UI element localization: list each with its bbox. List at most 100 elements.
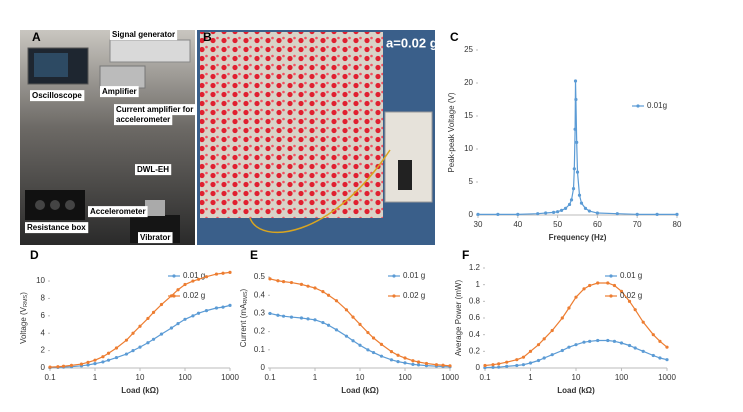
data-point	[573, 127, 577, 131]
y-axis-label-part: Voltage (V	[19, 306, 28, 344]
x-tick-label: 70	[633, 220, 642, 229]
y-tick-label: 1.2	[469, 263, 481, 272]
data-point	[560, 316, 564, 320]
data-point	[228, 303, 232, 307]
photo-label: Vibrator	[140, 233, 171, 242]
legend-marker	[392, 294, 396, 298]
panel-label: E	[250, 248, 258, 262]
y-axis-label: Peak-peak Voltage (V)	[447, 92, 456, 172]
data-point	[641, 349, 645, 353]
x-tick-label: 1	[93, 373, 98, 382]
x-tick-label: 0.1	[264, 373, 276, 382]
data-point	[281, 280, 286, 284]
data-point	[587, 209, 592, 213]
x-tick-label: 1	[313, 373, 318, 382]
data-point	[276, 279, 280, 283]
data-point	[48, 365, 52, 369]
data-point	[491, 363, 495, 367]
data-point	[313, 318, 317, 322]
data-point	[563, 206, 568, 210]
y-tick-label: 0	[469, 210, 474, 219]
data-point	[106, 358, 111, 362]
data-point	[567, 306, 571, 310]
x-tick-label: 1000	[658, 373, 676, 382]
data-point	[151, 337, 156, 341]
data-point	[214, 272, 219, 276]
data-point	[665, 358, 669, 362]
panel-label: F	[462, 248, 469, 262]
data-point	[221, 271, 225, 275]
y-tick-label: 0.6	[469, 313, 481, 322]
data-point	[351, 315, 355, 319]
y-tick-label: 8	[41, 294, 46, 303]
x-tick-label: 1000	[441, 373, 459, 382]
data-point	[306, 317, 310, 321]
data-point	[86, 363, 90, 367]
y-tick-label: 4	[41, 328, 46, 337]
data-point	[183, 282, 187, 287]
y-tick-label: 10	[36, 276, 45, 285]
data-point	[69, 363, 74, 367]
data-point	[299, 316, 304, 320]
data-point	[289, 280, 294, 285]
legend-label: 0.01g	[647, 101, 667, 110]
data-point	[575, 170, 580, 174]
legend-label: 0.02 g	[620, 291, 642, 300]
panel-label: D	[30, 248, 39, 262]
data-point	[416, 360, 421, 364]
data-point	[138, 324, 142, 328]
photo-label-box	[135, 164, 172, 176]
data-point	[358, 322, 362, 326]
photo-label: Oscilloscope	[32, 91, 82, 100]
data-point	[214, 306, 219, 310]
panel-label: C	[450, 30, 459, 44]
data-point	[371, 336, 376, 340]
data-point	[281, 314, 286, 318]
series-line	[49, 304, 231, 369]
data-point	[606, 281, 610, 285]
data-point	[366, 348, 370, 352]
photo-label-box	[138, 232, 173, 244]
y-tick-label: 0.8	[469, 296, 481, 305]
component	[398, 160, 412, 190]
data-point	[567, 202, 572, 207]
data-point	[176, 288, 180, 292]
data-point	[579, 201, 584, 205]
data-point	[627, 299, 632, 303]
legend-label: 0.02 g	[183, 291, 205, 300]
data-point	[289, 315, 294, 319]
x-tick-label: 40	[513, 220, 522, 229]
data-point	[204, 275, 209, 279]
data-point	[276, 313, 280, 317]
y-tick-label: 0	[261, 363, 266, 372]
data-point	[196, 311, 201, 315]
x-tick-label: 1	[528, 373, 533, 382]
data-point	[79, 362, 84, 366]
x-tick-label: 10	[356, 373, 365, 382]
photo-label: Current amplifier for	[116, 105, 193, 114]
data-point	[326, 293, 331, 297]
data-point	[191, 314, 195, 318]
legend-marker	[609, 274, 613, 278]
y-tick-label: 0.3	[254, 309, 266, 318]
x-tick-label: 10	[572, 373, 581, 382]
y-tick-label: 0.5	[254, 272, 266, 281]
data-point	[574, 97, 578, 102]
data-point	[567, 345, 571, 349]
legend-label: 0.02 g	[403, 291, 425, 300]
screen-shape	[34, 53, 68, 77]
breadboard	[384, 111, 433, 203]
y-tick-label: 15	[464, 111, 473, 120]
y-tick-label: 0.2	[254, 327, 266, 336]
photo-label: Amplifier	[102, 87, 137, 96]
data-point	[596, 338, 600, 343]
photo-b: B a=0.02 g	[197, 30, 438, 245]
data-point	[528, 349, 533, 353]
data-point	[138, 345, 142, 349]
data-point	[559, 208, 564, 212]
legend-marker	[609, 294, 613, 298]
data-point	[196, 277, 201, 281]
data-point	[582, 340, 586, 344]
data-point	[334, 299, 339, 303]
data-point	[635, 212, 639, 216]
